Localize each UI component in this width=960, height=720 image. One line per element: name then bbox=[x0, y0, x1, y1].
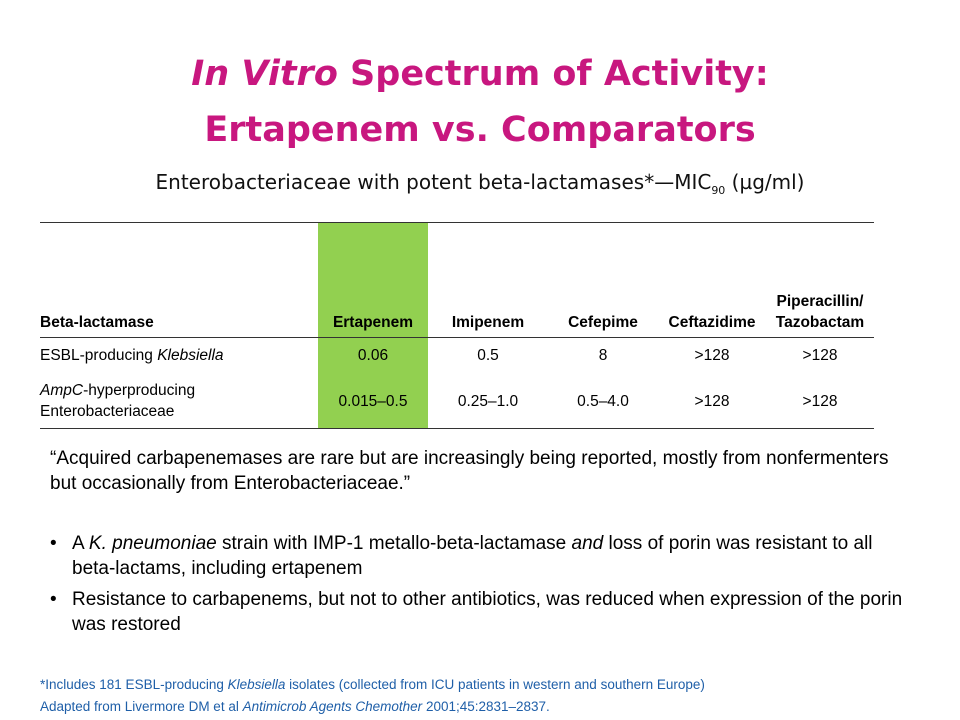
cell-imipenem: 0.25–1.0 bbox=[428, 374, 548, 429]
bullet-text: strain with IMP-1 metallo-beta-lactamase bbox=[216, 533, 572, 554]
subtitle-subscript: 90 bbox=[711, 184, 726, 197]
cell-ertapenem: 0.015–0.5 bbox=[318, 374, 428, 429]
title-line-1: In Vitro Spectrum of Activity: bbox=[0, 46, 960, 102]
footnote-text: Adapted from Livermore DM et al bbox=[40, 699, 243, 714]
quote-text: “Acquired carbapenemases are rare but ar… bbox=[50, 448, 889, 494]
bullet-list: • A K. pneumoniae strain with IMP-1 metal… bbox=[50, 531, 910, 643]
header-cefepime: Cefepime bbox=[548, 222, 658, 338]
table-header-row: Beta-lactamase Ertapenem Imipenem Cefepi… bbox=[40, 222, 874, 338]
cell-piperacillin-tazobactam: >128 bbox=[766, 374, 874, 429]
header-ertapenem: Ertapenem bbox=[318, 222, 428, 338]
bullet-text: Resistance to carbapenems, but not to ot… bbox=[72, 589, 903, 635]
cell-cefepime: 8 bbox=[598, 347, 608, 364]
header-ceftazidime: Ceftazidime bbox=[658, 222, 766, 338]
bullet-text: A bbox=[72, 533, 89, 554]
row-name: ESBL-producing Klebsiella bbox=[40, 338, 318, 375]
bullet-italic: K. pneumoniae bbox=[88, 533, 217, 554]
cell-ceftazidime: >128 bbox=[658, 374, 766, 429]
footnote-text: isolates (collected from ICU patients in… bbox=[285, 677, 705, 692]
row-name-text: -hyperproducing Enterobacteriaceae bbox=[40, 382, 196, 420]
header-piperacillin-tazobactam: Piperacillin/ Tazobactam bbox=[766, 222, 874, 338]
header-imipenem: Imipenem bbox=[428, 222, 548, 338]
subtitle-text: Enterobacteriaceae with potent beta-lact… bbox=[155, 170, 712, 194]
bullet-italic: and bbox=[571, 533, 604, 554]
mic-table: Beta-lactamase Ertapenem Imipenem Cefepi… bbox=[40, 222, 874, 429]
bullet-text: loss of porin was resistant to all beta-… bbox=[72, 533, 873, 579]
cell-ceftazidime: >128 bbox=[694, 347, 730, 364]
bullet-dot-icon: • bbox=[50, 533, 57, 554]
table-row: ESBL-producing Klebsiella 0.06 0.5 8 >12… bbox=[40, 337, 874, 375]
header-beta-lactamase: Beta-lactamase bbox=[40, 222, 318, 338]
footnote-isolates: *Includes 181 ESBL-producing Klebsiella … bbox=[40, 674, 940, 696]
footnote-reference: Adapted from Livermore DM et al Antimicr… bbox=[40, 696, 940, 718]
subtitle-unit: (µg/ml) bbox=[725, 170, 805, 194]
table-row: AmpC-hyperproducing Enterobacteriaceae 0… bbox=[40, 374, 874, 429]
footnote-italic: Klebsiella bbox=[227, 677, 286, 692]
row-name-italic: AmpC bbox=[40, 382, 84, 399]
list-item: • Resistance to carbapenems, but not to o… bbox=[50, 587, 910, 637]
footnote-text: 2001;45:2831–2837. bbox=[422, 699, 550, 714]
cell-piperacillin-tazobactam: >128 bbox=[802, 347, 838, 364]
footnote-italic: Antimicrob Agents Chemother bbox=[242, 699, 423, 714]
list-item: • A K. pneumoniae strain with IMP-1 metal… bbox=[50, 531, 910, 581]
cell-ertapenem: 0.06 bbox=[318, 337, 428, 374]
row-name-italic: Klebsiella bbox=[157, 347, 224, 364]
cell-cefepime: 0.5–4.0 bbox=[548, 374, 658, 429]
row-name: AmpC-hyperproducing Enterobacteriaceae bbox=[40, 374, 318, 429]
title-line-2: Ertapenem vs. Comparators bbox=[204, 110, 756, 150]
slide-title: In Vitro Spectrum of Activity: Ertapenem… bbox=[0, 46, 960, 158]
cell-imipenem: 0.5 bbox=[477, 347, 499, 364]
row-name-text: ESBL-producing bbox=[40, 347, 158, 364]
slide-subtitle: Enterobacteriaceae with potent beta-lact… bbox=[0, 170, 960, 197]
footnote-text: *Includes 181 ESBL-producing bbox=[40, 677, 228, 692]
footnotes: *Includes 181 ESBL-producing Klebsiella … bbox=[40, 674, 940, 718]
title-italic-part: In Vitro bbox=[191, 54, 338, 94]
title-rest-part: Spectrum of Activity: bbox=[337, 54, 769, 94]
bullet-dot-icon: • bbox=[50, 589, 57, 610]
mic-table-container: Beta-lactamase Ertapenem Imipenem Cefepi… bbox=[40, 222, 874, 429]
